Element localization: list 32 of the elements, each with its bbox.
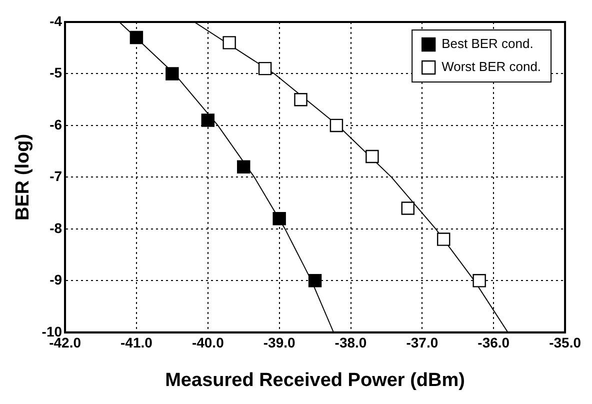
y-tick-label: -9	[50, 272, 62, 288]
legend-label: Best BER cond.	[442, 36, 534, 52]
x-tick-label: -40.0	[192, 334, 224, 351]
point	[294, 92, 308, 106]
x-tick-label: -37.0	[406, 334, 438, 351]
y-tick-label: -7	[50, 168, 62, 184]
point	[237, 160, 250, 174]
point	[201, 114, 215, 127]
y-tick-label: -4	[50, 12, 62, 29]
y-tick-label: -5	[50, 64, 62, 81]
y-tick-label: -6	[50, 116, 62, 132]
point	[472, 274, 486, 288]
x-axis-title: Measured Received Power (dBm)	[165, 370, 465, 391]
y-axis-title: BER (log)	[12, 134, 34, 220]
x-tick-label: -39.0	[263, 334, 296, 351]
point	[366, 150, 379, 164]
point	[222, 36, 236, 50]
x-tick-label: -35.0	[549, 334, 582, 351]
point	[437, 232, 450, 246]
y-tick-label: -8	[50, 220, 62, 236]
point	[308, 274, 322, 288]
point	[272, 212, 286, 226]
point	[330, 118, 344, 132]
x-tick-label: -38.0	[334, 334, 367, 351]
point	[401, 202, 415, 215]
legend-label: Worst BER cond.	[442, 59, 542, 74]
y-tick-label: -10	[42, 323, 62, 340]
x-tick-label: -41.0	[120, 334, 153, 351]
x-tick-label: -36.0	[478, 334, 510, 351]
point	[166, 67, 179, 80]
point	[258, 62, 272, 76]
point	[130, 30, 144, 44]
